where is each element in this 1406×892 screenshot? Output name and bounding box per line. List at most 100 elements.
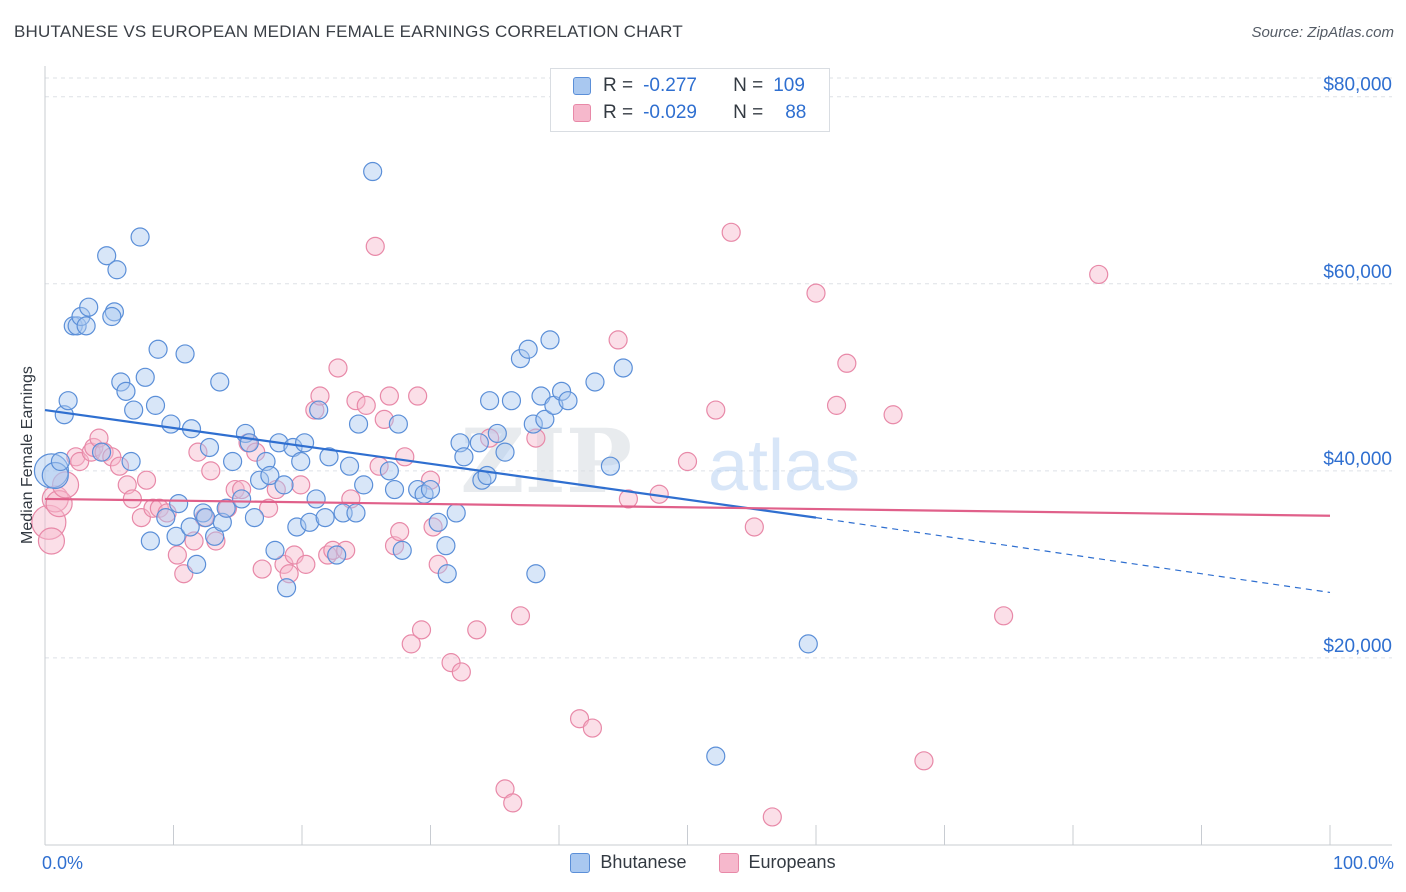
data-point-bhutanese <box>518 339 538 359</box>
data-point-bhutanese <box>420 479 441 500</box>
data-point-europeans <box>608 330 628 350</box>
data-point-europeans <box>365 236 385 256</box>
data-point-europeans <box>279 564 299 584</box>
y-tick-labels: $20,000 $40,000 $60,000 $80,000 <box>1323 75 1392 657</box>
source-label: Source: ZipAtlas.com <box>1251 24 1394 41</box>
data-point-bhutanese <box>346 503 366 523</box>
data-point-bhutanese <box>392 540 412 560</box>
data-point-bhutanese <box>446 503 466 523</box>
data-point-europeans <box>721 222 741 242</box>
data-point-bhutanese <box>244 508 265 528</box>
data-point-bhutanese <box>477 465 497 486</box>
correlation-legend: R = -0.277 N = 109 R = -0.029 N = 88 <box>550 68 830 132</box>
data-point-bhutanese <box>306 489 326 509</box>
data-point-bhutanese <box>384 479 405 500</box>
data-point-bhutanese <box>495 442 515 462</box>
data-point-europeans <box>379 386 399 406</box>
data-point-europeans <box>837 353 857 373</box>
data-point-bhutanese <box>58 391 78 411</box>
data-point-europeans <box>526 428 546 448</box>
data-point-bhutanese <box>135 367 155 387</box>
data-point-europeans <box>291 475 311 495</box>
data-point-bhutanese <box>706 746 726 766</box>
data-point-bhutanese <box>76 316 96 336</box>
data-point-europeans <box>677 451 698 472</box>
data-point-europeans <box>762 807 782 827</box>
data-point-bhutanese <box>124 400 144 420</box>
data-point-europeans <box>225 479 245 500</box>
trend-lines <box>44 408 1331 594</box>
data-point-europeans <box>328 358 348 378</box>
data-point-europeans <box>374 409 394 430</box>
data-point-bhutanese <box>140 531 160 551</box>
data-point-bhutanese <box>116 381 136 401</box>
data-point-bhutanese <box>145 395 166 415</box>
watermark-atlas: atlas <box>708 426 860 506</box>
data-point-bhutanese <box>196 508 216 528</box>
x-tick-label-min: 0.0% <box>42 853 84 873</box>
data-point-bhutanese <box>166 526 186 546</box>
data-point-bhutanese <box>274 475 294 495</box>
legend-swatch-bhutanese <box>573 77 591 95</box>
data-point-europeans <box>467 620 487 640</box>
data-point-europeans <box>336 540 356 560</box>
data-point-bhutanese <box>199 437 220 458</box>
data-point-bhutanese <box>437 564 457 584</box>
legend-swatch-europeans <box>718 852 739 873</box>
data-point-europeans <box>136 470 157 490</box>
data-point-bhutanese <box>216 498 236 518</box>
legend-item-bhutanese: Bhutanese <box>570 852 687 873</box>
data-point-europeans <box>37 527 66 555</box>
data-point-bhutanese <box>156 508 176 528</box>
data-point-europeans <box>914 751 934 771</box>
data-point-bhutanese <box>223 451 243 472</box>
data-point-bhutanese <box>175 344 195 364</box>
data-point-europeans <box>826 395 847 415</box>
data-point-europeans <box>395 447 415 467</box>
data-point-europeans <box>510 606 531 626</box>
data-point-bhutanese <box>111 372 131 392</box>
data-point-europeans <box>258 498 279 518</box>
y-tick-label: $80,000 <box>1323 75 1392 96</box>
data-point-europeans <box>356 395 376 415</box>
data-point-bhutanese <box>585 372 605 392</box>
data-point-europeans <box>109 456 130 476</box>
data-point-bhutanese <box>540 330 560 350</box>
data-point-bhutanese <box>161 414 181 434</box>
data-point-europeans <box>310 386 330 406</box>
data-point-bhutanese <box>428 512 448 532</box>
data-point-bhutanese <box>454 447 474 467</box>
data-point-bhutanese <box>97 246 117 266</box>
trend-line-bhutanese-extrapolated <box>815 517 1331 594</box>
data-point-europeans <box>408 386 428 406</box>
data-point-bhutanese <box>79 297 99 317</box>
data-point-bhutanese <box>388 414 408 434</box>
data-point-bhutanese <box>294 433 315 453</box>
y-axis-label: Median Female Earnings <box>19 366 36 544</box>
data-point-bhutanese <box>501 391 522 411</box>
data-point-bhutanese <box>309 400 329 420</box>
data-point-bhutanese <box>276 578 297 598</box>
data-point-bhutanese <box>41 461 69 490</box>
data-point-bhutanese <box>798 634 818 654</box>
data-point-europeans <box>883 405 903 425</box>
legend-r-label: R = <box>603 75 634 96</box>
data-point-europeans <box>503 793 523 813</box>
data-point-bhutanese <box>260 465 280 486</box>
data-point-bhutanese <box>187 554 207 574</box>
legend-n-label: N = <box>733 102 764 123</box>
legend-swatch-europeans <box>573 104 591 122</box>
legend-swatch-bhutanese <box>570 852 591 873</box>
data-point-bhutanese <box>102 306 122 327</box>
data-point-europeans <box>346 391 366 411</box>
data-point-bhutanese <box>535 409 555 430</box>
data-point-europeans <box>582 718 603 738</box>
data-point-bhutanese <box>91 442 112 462</box>
data-point-europeans <box>411 620 432 640</box>
data-point-bhutanese <box>300 512 320 532</box>
data-point-europeans <box>188 442 208 462</box>
series-legend: Bhutanese Europeans <box>0 852 1406 873</box>
data-point-europeans <box>174 564 194 584</box>
data-point-bhutanese <box>169 493 189 514</box>
gridlines <box>45 77 1392 659</box>
